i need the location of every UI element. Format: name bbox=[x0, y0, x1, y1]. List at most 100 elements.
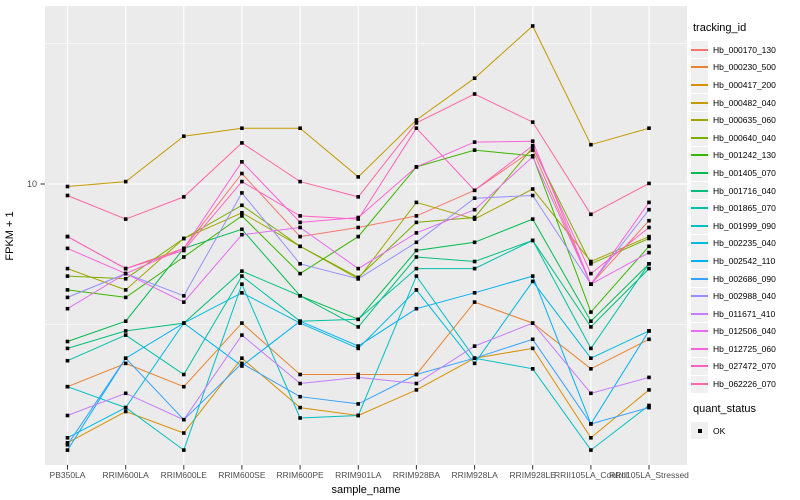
data-point bbox=[182, 195, 186, 199]
data-point bbox=[240, 191, 244, 195]
data-point bbox=[65, 413, 70, 418]
data-point bbox=[123, 405, 128, 410]
legend-item-label: Hb_001716_040 bbox=[713, 185, 776, 196]
data-point bbox=[647, 244, 651, 249]
data-point bbox=[182, 417, 186, 422]
data-point bbox=[647, 236, 651, 241]
data-point bbox=[356, 195, 360, 199]
data-point bbox=[589, 259, 593, 264]
data-point bbox=[647, 329, 651, 333]
data-point bbox=[298, 234, 302, 239]
data-point bbox=[414, 288, 419, 292]
data-point bbox=[298, 214, 302, 218]
legend-item-label: Hb_011671_410 bbox=[713, 308, 776, 319]
data-point bbox=[414, 266, 419, 271]
legend-key-swatch bbox=[691, 357, 708, 375]
data-point bbox=[647, 266, 651, 271]
legend-line-icon bbox=[691, 66, 708, 69]
data-point bbox=[240, 179, 244, 184]
data-point bbox=[414, 255, 419, 259]
data-point bbox=[647, 225, 651, 230]
legend-key-swatch bbox=[691, 76, 708, 94]
legend-key-swatch bbox=[691, 322, 708, 340]
data-point bbox=[472, 240, 477, 245]
data-point bbox=[240, 364, 244, 368]
x-tick-label: RRIM928LA bbox=[451, 470, 498, 480]
legend-item: Hb_002988_040 bbox=[691, 287, 800, 305]
data-point bbox=[123, 217, 128, 221]
data-point bbox=[472, 259, 477, 264]
data-point bbox=[298, 319, 302, 323]
y-axis-title: FPKM + 1 bbox=[4, 211, 16, 260]
data-point bbox=[123, 271, 128, 276]
legend-item: Hb_001405_070 bbox=[691, 164, 800, 182]
data-point bbox=[65, 306, 70, 311]
data-point bbox=[589, 271, 593, 276]
data-point bbox=[182, 372, 186, 377]
data-point bbox=[414, 388, 419, 392]
data-point bbox=[240, 361, 244, 366]
data-point bbox=[65, 346, 70, 351]
legend-line-icon bbox=[691, 224, 708, 227]
data-point bbox=[589, 282, 593, 286]
data-point bbox=[530, 367, 535, 371]
data-point bbox=[414, 220, 419, 225]
data-point bbox=[472, 196, 477, 200]
legend-item: Hb_000417_200 bbox=[691, 76, 800, 94]
data-point bbox=[123, 329, 128, 333]
legend-item-label: Hb_000417_200 bbox=[713, 79, 776, 90]
legend-item: Hb_000170_130 bbox=[691, 41, 800, 59]
data-point bbox=[356, 277, 360, 281]
data-point bbox=[472, 291, 477, 295]
legend-item-label: Hb_012725_060 bbox=[713, 343, 776, 354]
data-point bbox=[298, 220, 302, 225]
data-point bbox=[356, 344, 360, 348]
legend-line-icon bbox=[691, 295, 708, 298]
legend-item-label: Hb_000635_060 bbox=[713, 115, 776, 126]
data-point bbox=[123, 333, 128, 337]
data-point bbox=[182, 246, 186, 251]
data-point bbox=[589, 356, 593, 360]
legend-key-swatch bbox=[691, 182, 708, 200]
legend-line-icon bbox=[691, 365, 708, 368]
data-point bbox=[298, 405, 302, 410]
legend-item: Hb_027472_070 bbox=[691, 357, 800, 376]
data-point bbox=[589, 310, 593, 314]
data-point bbox=[298, 244, 302, 249]
data-point bbox=[472, 266, 477, 271]
legend-item: Hb_011671_410 bbox=[691, 305, 800, 323]
data-point bbox=[414, 231, 419, 235]
legend-key-swatch bbox=[691, 94, 708, 112]
data-point bbox=[240, 126, 244, 130]
data-point bbox=[414, 200, 419, 205]
x-tick-label: RRII105LA_Stressed bbox=[609, 470, 689, 480]
data-point bbox=[123, 295, 128, 300]
data-point bbox=[182, 248, 186, 253]
data-point bbox=[472, 148, 477, 152]
legend-key-swatch bbox=[691, 252, 708, 270]
data-point bbox=[589, 436, 593, 440]
legend-key-swatch bbox=[691, 287, 708, 305]
legend-item-label: Hb_001865_070 bbox=[713, 203, 776, 214]
data-point bbox=[182, 300, 186, 304]
legend-line-icon bbox=[691, 101, 708, 104]
legend-item-label: Hb_027472_070 bbox=[713, 361, 776, 372]
data-point bbox=[414, 121, 419, 125]
data-point bbox=[240, 141, 244, 145]
legend-key-swatch bbox=[691, 41, 708, 59]
data-point bbox=[123, 391, 128, 396]
legend-item: Hb_002235_040 bbox=[691, 234, 800, 253]
data-point bbox=[647, 250, 651, 255]
legend: tracking_id Hb_000170_130 Hb_000230_500 Hb… bbox=[691, 0, 800, 440]
legend-key-swatch bbox=[691, 270, 708, 288]
legend-item-label: Hb_062226_070 bbox=[713, 379, 776, 390]
legend-item-label: Hb_000482_040 bbox=[713, 97, 776, 108]
data-point bbox=[240, 282, 244, 286]
data-point bbox=[530, 238, 535, 243]
data-point bbox=[240, 203, 244, 208]
x-tick-label: RRIM928BA bbox=[393, 470, 441, 480]
data-point bbox=[123, 319, 128, 323]
panel-background bbox=[45, 6, 687, 465]
legend-key-swatch bbox=[691, 58, 708, 76]
data-point bbox=[298, 294, 302, 298]
